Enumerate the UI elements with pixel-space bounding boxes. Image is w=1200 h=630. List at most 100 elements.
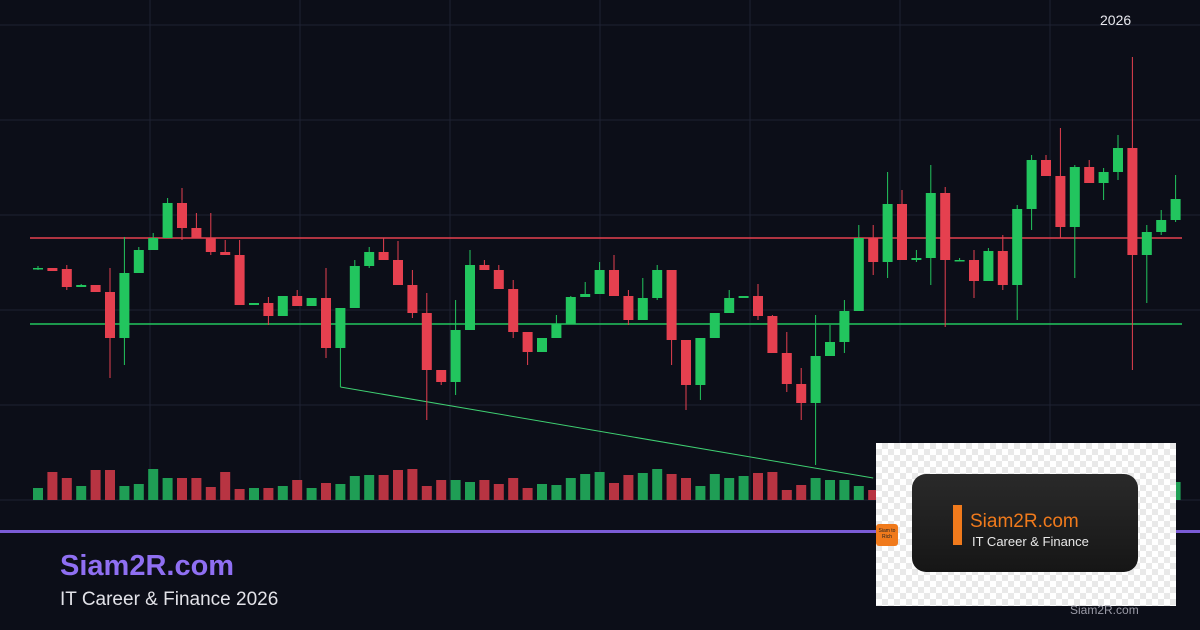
volume-bar	[738, 476, 749, 500]
logo-card: Siam2R.com IT Career & Finance	[912, 474, 1138, 572]
volume-bar	[825, 480, 835, 500]
candle-body	[1156, 220, 1167, 232]
candle-body	[349, 266, 360, 308]
volume-bar	[407, 469, 418, 500]
candle-body	[1069, 167, 1080, 227]
candle-body	[969, 260, 979, 281]
candle-body	[306, 298, 317, 306]
candle-body	[1026, 160, 1037, 209]
volume-bar	[522, 488, 533, 500]
volume-bar	[796, 485, 807, 500]
candle-body	[609, 270, 619, 296]
candle-body	[623, 296, 634, 320]
candle-body	[61, 269, 72, 287]
volume-bar	[321, 483, 331, 500]
candle-body	[897, 204, 907, 260]
candle-body	[1055, 176, 1066, 227]
candle-body	[839, 311, 850, 342]
volume-bar	[609, 483, 619, 500]
candle-body	[695, 338, 706, 385]
volume-bar	[162, 478, 173, 500]
brand-subtitle: IT Career & Finance 2026	[60, 589, 279, 610]
candle-body	[47, 268, 58, 271]
candle-body	[810, 356, 821, 403]
volume-bar	[263, 488, 274, 500]
candle-body	[580, 294, 591, 297]
candle-body	[753, 296, 763, 316]
candle-body	[177, 203, 187, 228]
volume-bar	[378, 475, 389, 500]
candle-body	[997, 251, 1008, 285]
volume-bar	[868, 490, 879, 500]
volume-bar	[119, 486, 130, 500]
candle-body	[1098, 172, 1109, 183]
candle-body	[1012, 209, 1023, 285]
candle-body	[335, 308, 346, 348]
volume-bar	[364, 475, 375, 500]
candle-body	[767, 316, 778, 353]
volume-bar	[839, 480, 850, 500]
volume-bar	[681, 478, 691, 500]
candle-body	[551, 324, 562, 338]
volume-bar	[508, 478, 519, 500]
candle-body	[1041, 160, 1051, 176]
candle-body	[954, 260, 965, 262]
volume-bar	[61, 478, 72, 500]
volume-bar	[537, 484, 547, 500]
candle-body	[105, 292, 115, 338]
candle-body	[882, 204, 893, 262]
brand-title: Siam2R.com	[60, 550, 235, 582]
volume-bar	[436, 480, 447, 500]
logo-badge: Siam to Rich	[876, 524, 898, 546]
candle-body	[825, 342, 835, 356]
volume-bar	[105, 470, 115, 500]
candle-body	[205, 238, 216, 252]
volume-bar	[191, 478, 202, 500]
candle-body	[234, 255, 245, 305]
volume-bar	[148, 469, 159, 500]
volume-bar	[724, 478, 735, 500]
candle-body	[479, 265, 490, 270]
candle-body	[133, 250, 144, 273]
candle-body	[436, 370, 447, 382]
volume-bar	[393, 470, 403, 500]
candle-body	[162, 203, 173, 238]
candle-body	[148, 238, 159, 250]
candle-body	[364, 252, 375, 266]
volume-bar	[234, 489, 245, 500]
volume-bar	[177, 478, 187, 500]
year-label: 2026	[1100, 12, 1132, 28]
volume-bar	[306, 488, 317, 500]
volume-bar	[205, 487, 216, 500]
volume-bar	[90, 470, 101, 500]
candle-body	[925, 193, 936, 258]
volume-bar	[220, 472, 231, 500]
candle-body	[450, 330, 461, 382]
candle-body	[263, 303, 274, 316]
logo-name: Siam2R.com	[970, 511, 1079, 532]
trendline	[340, 386, 874, 479]
candle-body	[709, 313, 720, 338]
volume-bar	[133, 484, 144, 500]
volume-bar	[479, 480, 490, 500]
volume-bar	[666, 474, 677, 500]
candle-body	[1170, 199, 1181, 220]
candle-body	[868, 238, 879, 262]
volume-bar	[637, 473, 648, 500]
volume-bar	[349, 476, 360, 500]
volume-bar	[76, 486, 87, 500]
candle-body	[983, 251, 994, 281]
candle-body	[1127, 148, 1138, 255]
candle-body	[1141, 232, 1152, 255]
volume-bar	[695, 486, 706, 500]
divider	[0, 530, 1200, 533]
volume-bar	[450, 480, 461, 500]
volume-bar	[47, 472, 58, 500]
logo-box: Siam2R.com IT Career & Finance Siam to R…	[876, 443, 1176, 606]
volume-bar	[565, 478, 576, 500]
candle-body	[191, 228, 202, 238]
candle-body	[652, 270, 663, 298]
candle-body	[537, 338, 547, 352]
volume-bar	[421, 486, 432, 500]
candle-body	[321, 298, 331, 348]
